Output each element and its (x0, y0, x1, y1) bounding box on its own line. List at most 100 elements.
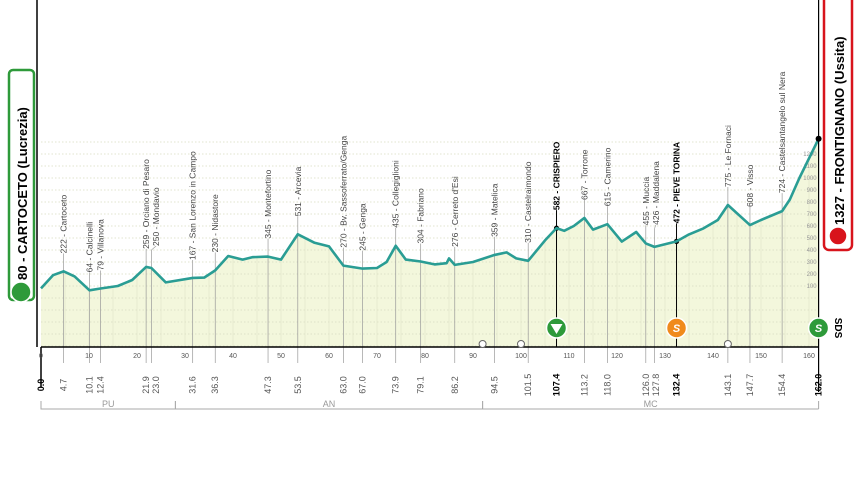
x-tick-label: 50 (277, 353, 285, 360)
location-label: 615 - Camerino (602, 147, 612, 206)
finish-bike-icon (828, 226, 848, 246)
location-label: 79 - Villanova (96, 219, 106, 271)
marker-circle (665, 317, 688, 339)
km-label: 10.1 (84, 376, 94, 394)
y-tick-label: 300 (807, 260, 818, 266)
km-label: 12.4 (96, 376, 106, 394)
x-tick-label: 10 (85, 353, 93, 360)
marker-text: S (673, 323, 681, 335)
location-label: 426 - Maddalena (651, 161, 661, 225)
km-label: 113.2 (579, 374, 589, 396)
feed-zone-icon (517, 340, 525, 348)
location-label: 222 - Cartoceto (59, 195, 69, 254)
km-label: 127.8 (651, 374, 661, 397)
x-tick-label: 160 (803, 353, 815, 360)
location-label: 775 - Le Fornaci (723, 125, 733, 187)
location-leader (654, 224, 657, 229)
start-label: 80 - CARTOCETO (Lucrezia) (15, 107, 30, 280)
km-label: 154.4 (777, 374, 787, 397)
location-label: 259 - Orciano di Pesaro (141, 159, 151, 249)
km-label: 79.1 (416, 376, 426, 394)
sprint-icon: S (665, 317, 688, 339)
location-label: 250 - Mondavio (151, 187, 161, 246)
triangle-icon (550, 324, 563, 334)
location-leader (151, 245, 157, 251)
location-label: 64 - Calcinelli (84, 221, 94, 272)
x-tick-label: 130 (659, 353, 671, 360)
finish-tag: SDS (832, 318, 843, 339)
start-km: 0.0 (36, 379, 46, 392)
y-tick-label: 500 (807, 236, 818, 242)
y-tick-label: 200 (807, 272, 818, 278)
km-label: 36.3 (210, 376, 220, 394)
profile-line (40, 138, 820, 292)
x-tick-label: 70 (373, 353, 381, 360)
point-icon (723, 340, 732, 348)
x-tick-label: 150 (755, 353, 767, 360)
location-label: 531 - Arcevia (293, 166, 303, 216)
profile-fill (41, 138, 819, 347)
location-label: 724 - Castelsantangelo sul Nera (777, 71, 787, 193)
x-tick-label: 140 (707, 353, 719, 360)
km-label: 132.4 (672, 374, 682, 397)
finish-km: 162.0 (814, 374, 824, 397)
y-tick-label: 1000 (803, 176, 817, 182)
finish-box (822, 0, 854, 252)
km-label: 86.2 (450, 376, 460, 394)
y-tick-label: 800 (807, 200, 818, 206)
km-label: 118.0 (602, 374, 612, 396)
y-tick-label: 900 (807, 188, 818, 194)
km-label: 101.5 (523, 374, 533, 397)
region-label: PU (102, 399, 115, 409)
location-label: 304 - Fabriano (416, 188, 426, 244)
km-label: 147.7 (745, 374, 755, 397)
y-tick-label: 400 (807, 248, 818, 254)
x-tick-label: 0 (39, 353, 43, 360)
location-label: 245 - Genga (358, 203, 368, 251)
y-tick-label: 1100 (804, 164, 818, 170)
y-tick-label: 600 (807, 224, 818, 230)
km-label: 4.7 (59, 379, 69, 392)
location-label: 582 - CRISPIERO (552, 141, 562, 210)
location-label: 345 - Montefortino (263, 169, 273, 238)
region-label: AN (323, 399, 336, 409)
km-label: 73.9 (391, 376, 401, 394)
x-tick-label: 90 (469, 353, 477, 360)
y-tick-label: 100 (807, 284, 818, 290)
x-tick-label: 110 (563, 353, 574, 360)
x-tick-label: 60 (325, 353, 333, 360)
marker-circle (807, 317, 830, 339)
x-tick-label: 100 (515, 353, 527, 360)
km-label: 107.4 (552, 374, 562, 397)
finish-kom-sprint-icon: S (807, 317, 830, 339)
location-label: 608 - Visso (745, 164, 755, 207)
location-label: 359 - Matelica (490, 183, 500, 237)
km-label: 23.0 (151, 376, 161, 394)
km-label: 67.0 (358, 376, 368, 394)
region-bracket (482, 401, 820, 410)
location-label: 435 - Collegiglioni (391, 160, 401, 228)
location-label: 472 - PIEVE TORINA (672, 142, 682, 224)
location-label: 167 - San Lorenzo in Campo (188, 151, 198, 260)
location-label: 310 - Castelraimondo (523, 161, 533, 243)
region-label: MC (644, 399, 658, 409)
x-tick-label: 40 (229, 353, 237, 360)
location-label: 276 - Cerreto d'Esi (450, 176, 460, 247)
x-tick-label: 30 (181, 353, 189, 360)
x-tick-label: 80 (421, 353, 429, 360)
x-tick-label: 20 (133, 353, 141, 360)
km-label: 143.1 (723, 374, 733, 397)
km-label: 47.3 (263, 376, 273, 394)
location-label: 667 - Torrone (579, 149, 589, 200)
x-tick-label: 120 (611, 353, 623, 360)
km-label: 94.5 (490, 376, 500, 394)
start-bike-icon (10, 281, 32, 303)
location-label: 455 - Muccia (641, 176, 651, 225)
finish-label: 1327 - FRONTIGNANO (Ussita) (832, 36, 847, 225)
km-label: 63.0 (338, 376, 348, 394)
km-label: 53.5 (293, 376, 303, 394)
kom-icon (545, 317, 568, 339)
km-label: 126.0 (641, 374, 651, 397)
